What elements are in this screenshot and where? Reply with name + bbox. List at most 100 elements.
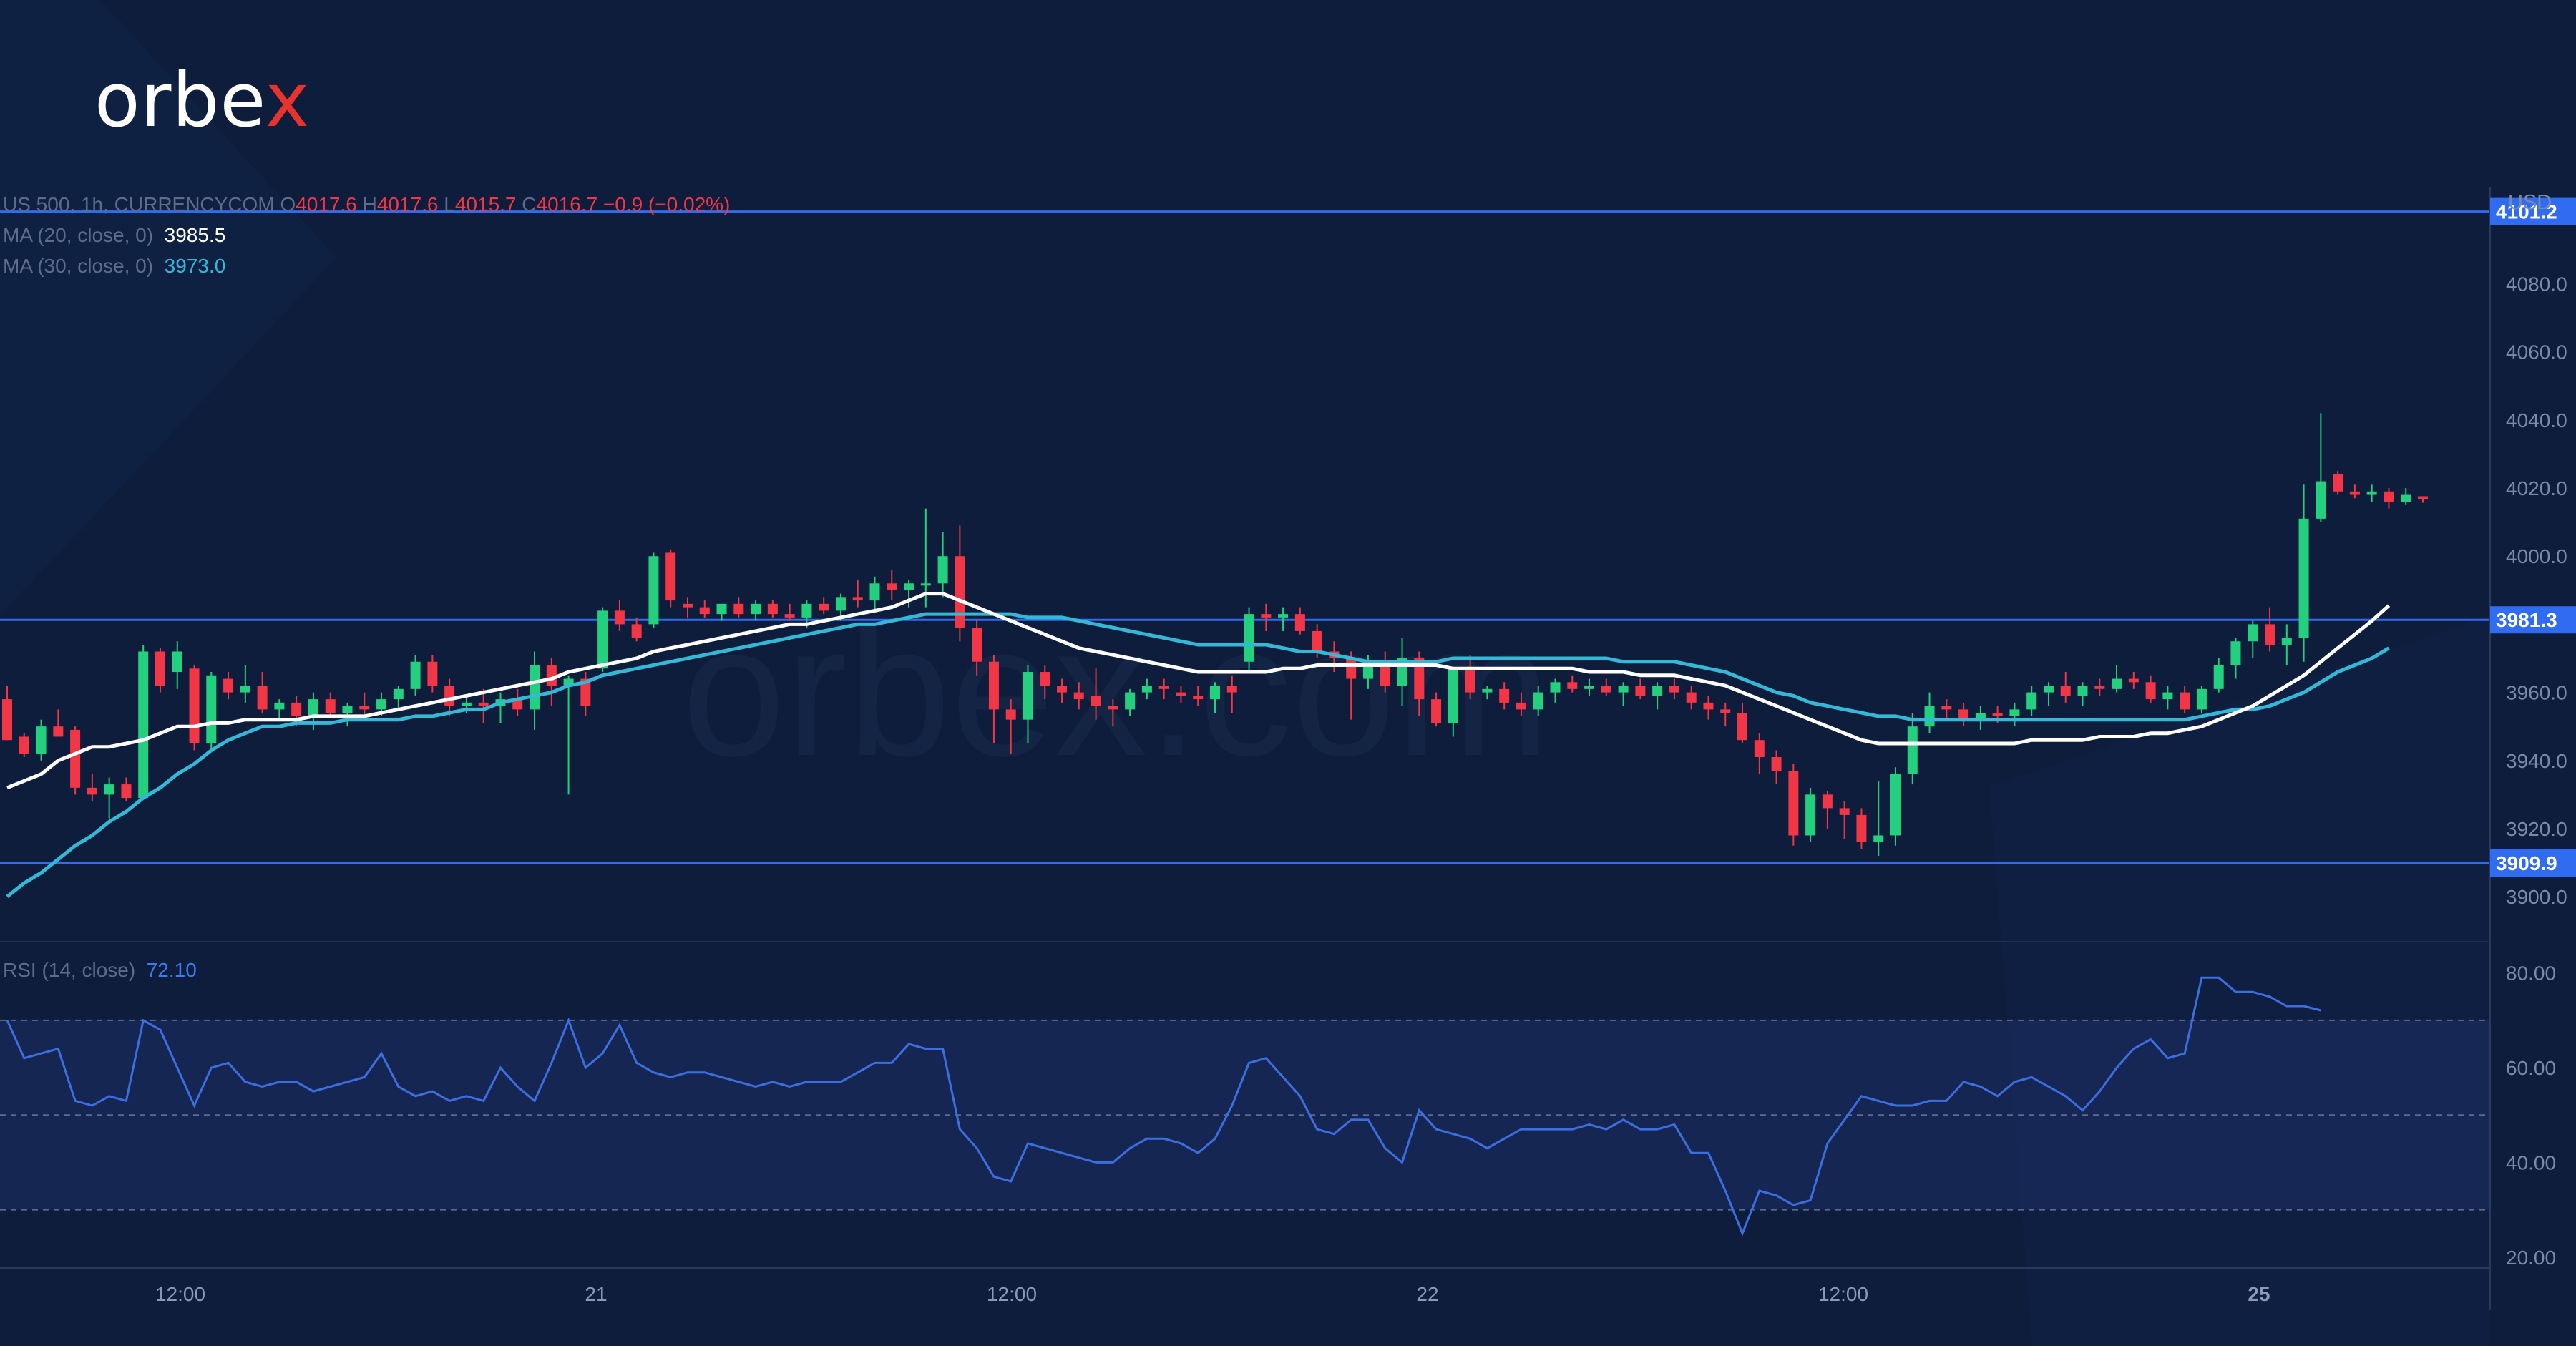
candle-body xyxy=(1703,702,1714,710)
candle-body xyxy=(2094,686,2105,689)
ma20-value: 3985.5 xyxy=(164,224,226,246)
candle-body xyxy=(1278,614,1289,618)
candle-body xyxy=(1533,692,1543,710)
level-tag xyxy=(2490,849,2576,877)
candle-body xyxy=(512,699,523,710)
ohlc-key: C xyxy=(516,193,537,215)
decor-shape xyxy=(1989,615,2490,1346)
candle-body xyxy=(1414,658,1425,700)
candle-body xyxy=(2043,686,2054,693)
candle-body xyxy=(1992,713,2003,716)
time-tick-label: 12:00 xyxy=(987,1283,1037,1305)
candle-body xyxy=(308,699,318,716)
level-label: 3981.3 xyxy=(2496,609,2557,631)
candle-body xyxy=(767,603,778,615)
candle-body xyxy=(937,556,948,584)
candle-body xyxy=(2418,496,2428,499)
candle-body xyxy=(2162,692,2173,700)
ohlc-value: 4015.7 xyxy=(454,193,517,215)
ma30-line xyxy=(6,612,2390,899)
candle-body xyxy=(887,583,897,590)
candle-body xyxy=(1125,692,1136,710)
ma20-legend[interactable]: MA (20, close, 0) 3985.5 xyxy=(3,224,225,247)
candle-body xyxy=(478,702,489,706)
candle-body xyxy=(1601,686,1611,693)
candle-body xyxy=(155,651,165,686)
candle-body xyxy=(614,610,625,625)
ohlc-key: O xyxy=(280,193,296,215)
candle-body xyxy=(920,583,931,586)
axes xyxy=(0,187,2491,1310)
candle-body xyxy=(1005,709,1016,720)
candle-body xyxy=(138,651,149,799)
candle-body xyxy=(1720,709,1731,713)
ohlc-value: 4017.6 xyxy=(376,193,439,215)
candle-body xyxy=(1108,706,1118,710)
candle-body xyxy=(240,686,250,693)
candle-body xyxy=(325,699,336,713)
candle-body xyxy=(172,651,182,673)
candle-body xyxy=(1226,686,1237,693)
level-label: 3909.9 xyxy=(2496,852,2557,874)
candle-body xyxy=(2349,491,2360,495)
ohlc-value: 4016.7 xyxy=(536,193,598,215)
candle-body xyxy=(393,688,404,700)
candle-body xyxy=(1737,713,1748,741)
candle-body xyxy=(104,784,114,795)
candle-body xyxy=(2196,688,2207,710)
ohlc-key: L xyxy=(438,193,455,215)
candle-body xyxy=(972,628,982,662)
logo-x: x xyxy=(265,57,311,144)
candle-body xyxy=(819,603,829,611)
symbol-legend[interactable]: US 500, 1h, CURRENCYCOM O4017.6 H4017.6 … xyxy=(3,193,730,216)
price-tick-label: 4000.0 xyxy=(2506,545,2567,567)
candle-body xyxy=(2145,682,2156,700)
price-tick-label: 3900.0 xyxy=(2506,886,2567,908)
candle-body xyxy=(784,614,795,618)
rsi-band-lines xyxy=(0,1019,2490,1211)
candle-body xyxy=(1550,682,1561,693)
candle-body xyxy=(1073,692,1084,700)
time-tick-label: 25 xyxy=(2248,1283,2270,1305)
candle-body xyxy=(359,706,370,710)
watermark: orbex.com xyxy=(682,587,1551,795)
rsi-axis[interactable]: 80.00 60.00 40.00 20.00 xyxy=(2506,962,2556,1269)
rsi-tick-label: 60.00 xyxy=(2506,1057,2556,1079)
rsi-tick-label: 20.00 xyxy=(2506,1247,2556,1269)
candle-body xyxy=(1890,774,1901,836)
time-tick-label: 22 xyxy=(1416,1283,1438,1305)
time-tick-label: 12:00 xyxy=(1818,1283,1868,1305)
candle-body xyxy=(988,661,999,710)
price-axis[interactable]: 4080.0 4060.0 4040.0 4020.0 4000.0 3960.0 3940… xyxy=(2506,273,2567,908)
symbol-name: US 500, 1h, CURRENCYCOM xyxy=(3,193,275,215)
candle-body xyxy=(1091,696,1101,706)
candle-body xyxy=(444,686,455,706)
candle-body xyxy=(121,784,132,799)
price-tick-label: 3920.0 xyxy=(2506,818,2567,840)
candle-body xyxy=(1924,706,1935,727)
candle-body xyxy=(648,556,659,625)
candle-body xyxy=(2,699,12,741)
candle-body xyxy=(1499,688,1510,703)
candle-body xyxy=(665,552,676,601)
candle-body xyxy=(852,597,863,601)
candle-body xyxy=(1465,668,1475,693)
candle-body xyxy=(2248,624,2258,642)
candle-body xyxy=(580,678,591,706)
candle-body xyxy=(1669,686,1679,693)
candle-body xyxy=(597,610,608,669)
ohlc-value: 4017.6 xyxy=(296,193,357,215)
candle-body xyxy=(2281,638,2292,645)
candle-body xyxy=(1312,630,1322,652)
price-tick-label: 4080.0 xyxy=(2506,273,2567,295)
ma20-line xyxy=(6,592,2391,790)
candle-body xyxy=(546,665,557,686)
candle-body xyxy=(1346,658,1357,679)
ohlc-values: O4017.6 H4017.6 L4015.7 C4016.7 xyxy=(280,193,597,215)
rsi-legend[interactable]: RSI (14, close) 72.10 xyxy=(3,959,197,982)
time-axis[interactable]: 12:002112:002212:002512:002612:002712:00… xyxy=(155,1283,2576,1305)
ma30-legend[interactable]: MA (30, close, 0) 3973.0 xyxy=(3,255,225,278)
candle-body xyxy=(257,686,268,710)
candle-body xyxy=(1448,668,1458,723)
